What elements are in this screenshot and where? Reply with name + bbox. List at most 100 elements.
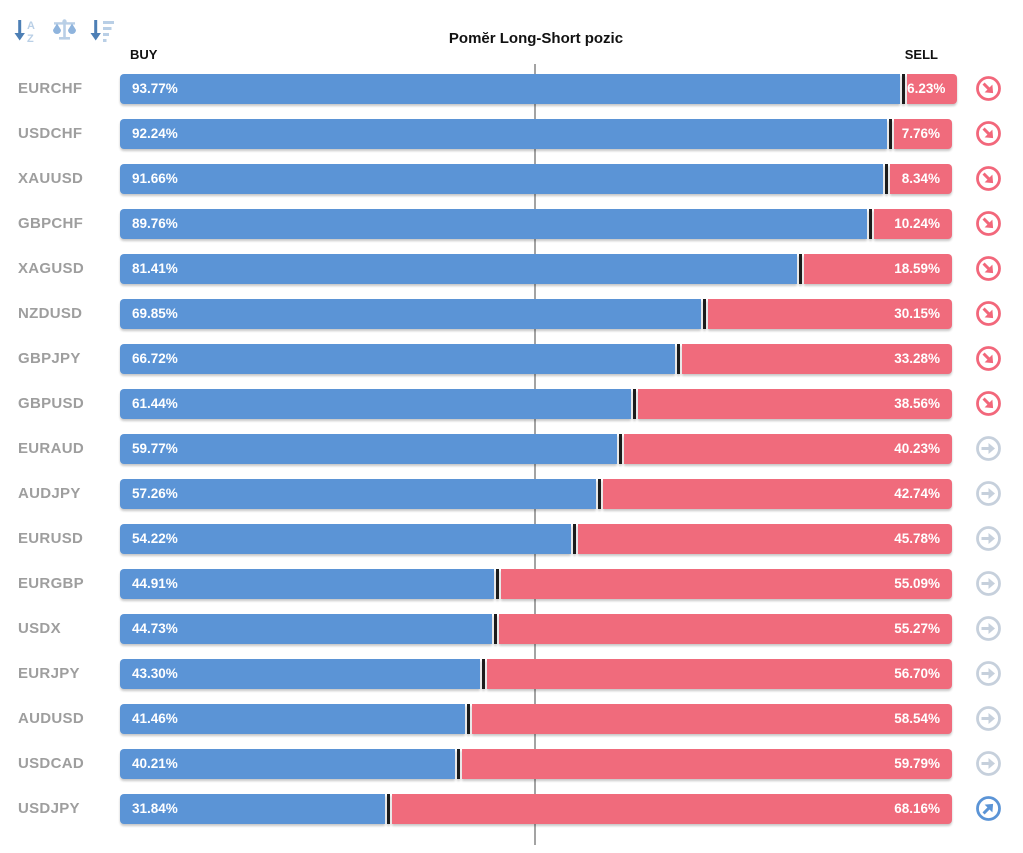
ratio-boundary-tick <box>386 793 390 824</box>
long-short-ratio-bar: 31.84% 68.16% <box>120 793 952 824</box>
sell-percent: 56.70% <box>894 666 940 681</box>
buy-bar[interactable]: 81.41% <box>120 253 798 284</box>
sell-signal-icon[interactable] <box>975 255 1002 282</box>
sell-bar[interactable]: 42.74% <box>603 478 952 509</box>
neutral-signal-icon[interactable] <box>975 570 1002 597</box>
neutral-signal-icon[interactable] <box>975 615 1002 642</box>
neutral-signal-icon[interactable] <box>975 660 1002 687</box>
sell-signal-icon[interactable] <box>975 300 1002 327</box>
neutral-signal-icon[interactable] <box>975 705 1002 732</box>
sort-amount-icon[interactable] <box>89 17 116 44</box>
sell-bar[interactable]: 10.24% <box>873 208 952 239</box>
neutral-signal-icon[interactable] <box>975 480 1002 507</box>
ratio-boundary-tick <box>868 208 872 239</box>
ratio-boundary-tick <box>495 568 499 599</box>
sell-bar[interactable]: 8.34% <box>889 163 952 194</box>
ratio-boundary-tick <box>889 118 893 149</box>
long-short-ratio-bar: 54.22% 45.78% <box>120 523 952 554</box>
sell-bar[interactable]: 68.16% <box>391 793 952 824</box>
sell-percent: 10.24% <box>894 216 940 231</box>
pair-symbol: EURJPY <box>18 665 80 682</box>
buy-bar[interactable]: 41.46% <box>120 703 465 734</box>
buy-bar[interactable]: 44.91% <box>120 568 494 599</box>
pair-row: EURGBP 44.91% 55.09% <box>0 561 1023 606</box>
ratio-boundary-tick <box>466 703 470 734</box>
pair-row: XAUUSD 91.66% 8.34% <box>0 156 1023 201</box>
long-short-ratio-bar: 41.46% 58.54% <box>120 703 952 734</box>
sell-signal-icon[interactable] <box>975 75 1002 102</box>
sell-bar[interactable]: 59.79% <box>461 748 952 779</box>
pair-symbol: EURUSD <box>18 530 84 547</box>
pair-symbol: GBPCHF <box>18 215 84 232</box>
buy-percent: 93.77% <box>132 81 178 96</box>
sell-bar[interactable]: 56.70% <box>487 658 952 689</box>
long-short-ratio-bar: 44.91% 55.09% <box>120 568 952 599</box>
buy-bar[interactable]: 93.77% <box>120 73 901 104</box>
neutral-signal-icon[interactable] <box>975 750 1002 777</box>
ratio-boundary-tick <box>598 478 602 509</box>
sell-bar[interactable]: 33.28% <box>682 343 952 374</box>
pair-row: EURAUD 59.77% 40.23% <box>0 426 1023 471</box>
buy-bar[interactable]: 44.73% <box>120 613 493 644</box>
long-short-ratio-bar: 92.24% 7.76% <box>120 118 952 149</box>
buy-column-header: BUY <box>130 47 158 62</box>
chart-title: Pomĕr Long-Short pozic <box>448 30 624 47</box>
pair-symbol: AUDUSD <box>18 710 84 727</box>
pair-row: NZDUSD 69.85% 30.15% <box>0 291 1023 336</box>
long-short-ratio-bar: 91.66% 8.34% <box>120 163 952 194</box>
sell-bar[interactable]: 18.59% <box>804 253 952 284</box>
buy-bar[interactable]: 92.24% <box>120 118 888 149</box>
pair-row: XAGUSD 81.41% 18.59% <box>0 246 1023 291</box>
sell-percent: 40.23% <box>894 441 940 456</box>
buy-bar[interactable]: 66.72% <box>120 343 676 374</box>
sell-bar[interactable]: 55.27% <box>499 613 952 644</box>
buy-percent: 92.24% <box>132 126 178 141</box>
sell-bar[interactable]: 40.23% <box>624 433 952 464</box>
sell-percent: 8.34% <box>901 171 940 186</box>
buy-percent: 89.76% <box>132 216 178 231</box>
buy-bar[interactable]: 59.77% <box>120 433 618 464</box>
sell-percent: 38.56% <box>894 396 940 411</box>
pair-symbol: EURAUD <box>18 440 84 457</box>
sell-signal-icon[interactable] <box>975 210 1002 237</box>
pair-rows: EURCHF 93.77% 6.23% USDCHF <box>0 66 1023 831</box>
sort-alphabetical-icon[interactable]: A Z <box>13 17 40 45</box>
buy-bar[interactable]: 31.84% <box>120 793 385 824</box>
buy-bar[interactable]: 89.76% <box>120 208 867 239</box>
pair-row: USDCHF 92.24% 7.76% <box>0 111 1023 156</box>
buy-bar[interactable]: 54.22% <box>120 523 572 554</box>
ratio-boundary-tick <box>573 523 577 554</box>
pair-symbol: XAUUSD <box>18 170 84 187</box>
ratio-boundary-tick <box>703 298 707 329</box>
sell-bar[interactable]: 58.54% <box>471 703 952 734</box>
buy-bar[interactable]: 69.85% <box>120 298 702 329</box>
buy-bar[interactable]: 40.21% <box>120 748 455 779</box>
sell-percent: 45.78% <box>894 531 940 546</box>
pair-symbol: AUDJPY <box>18 485 81 502</box>
sell-bar[interactable]: 7.76% <box>894 118 952 149</box>
ratio-boundary-tick <box>482 658 486 689</box>
sell-bar[interactable]: 6.23% <box>907 73 958 104</box>
buy-percent: 69.85% <box>132 306 178 321</box>
ratio-boundary-tick <box>456 748 460 779</box>
sell-bar[interactable]: 55.09% <box>500 568 952 599</box>
buy-bar[interactable]: 61.44% <box>120 388 632 419</box>
buy-bar[interactable]: 91.66% <box>120 163 883 194</box>
neutral-signal-icon[interactable] <box>975 435 1002 462</box>
sell-signal-icon[interactable] <box>975 345 1002 372</box>
sell-signal-icon[interactable] <box>975 120 1002 147</box>
sell-bar[interactable]: 45.78% <box>578 523 952 554</box>
buy-signal-icon[interactable] <box>975 795 1002 822</box>
pair-symbol: USDJPY <box>18 800 80 817</box>
balance-scale-icon[interactable] <box>51 17 78 44</box>
neutral-signal-icon[interactable] <box>975 525 1002 552</box>
buy-bar[interactable]: 57.26% <box>120 478 597 509</box>
long-short-ratio-bar: 66.72% 33.28% <box>120 343 952 374</box>
sort-toolbar: A Z <box>13 17 116 45</box>
sell-signal-icon[interactable] <box>975 165 1002 192</box>
long-short-ratio-bar: 89.76% 10.24% <box>120 208 952 239</box>
sell-bar[interactable]: 30.15% <box>708 298 952 329</box>
sell-signal-icon[interactable] <box>975 390 1002 417</box>
buy-bar[interactable]: 43.30% <box>120 658 481 689</box>
sell-bar[interactable]: 38.56% <box>638 388 952 419</box>
